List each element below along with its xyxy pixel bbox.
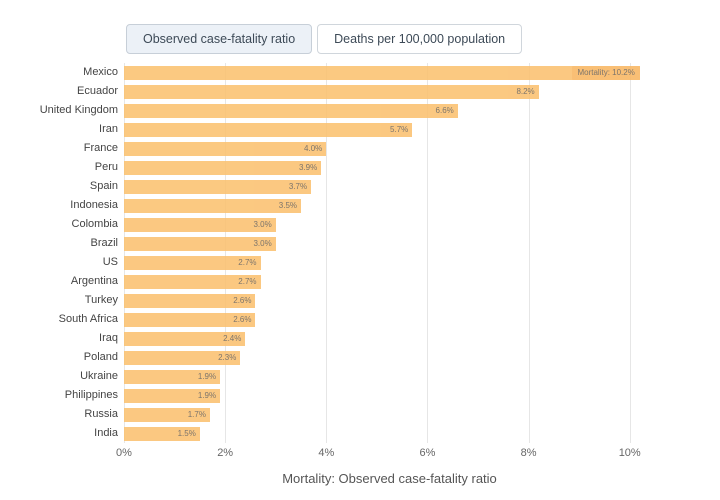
chart-toggle-group: Observed case-fatality ratio Deaths per … xyxy=(126,24,523,54)
category-label-us: US xyxy=(102,256,118,268)
category-label-mexico: Mexico xyxy=(83,66,118,78)
category-label-indonesia: Indonesia xyxy=(70,199,118,211)
bar-mexico[interactable]: Mortality: 10.2% xyxy=(124,65,640,80)
bar-value-label: 3.7% xyxy=(288,182,308,191)
bar-value-label: 8.2% xyxy=(516,87,535,96)
category-label-united-kingdom: United Kingdom xyxy=(39,104,118,116)
gridline xyxy=(326,63,328,443)
bar-value-label: 2.6% xyxy=(233,296,252,305)
gridline xyxy=(427,63,429,443)
category-label-iraq: Iraq xyxy=(99,332,118,344)
bar-value-label: 2.7% xyxy=(238,277,257,286)
bar-value-label: 2.3% xyxy=(218,353,237,362)
category-label-spain: Spain xyxy=(89,180,118,192)
x-tick-label: 2% xyxy=(217,447,234,459)
category-label-india: India xyxy=(94,427,118,439)
gridline xyxy=(629,63,631,443)
gridline xyxy=(124,63,125,443)
category-label-peru: Peru xyxy=(94,161,118,173)
bar-us[interactable]: 2.7% xyxy=(124,255,261,270)
gridline xyxy=(528,63,530,443)
x-tick-label: 0% xyxy=(116,447,132,459)
category-label-russia: Russia xyxy=(84,408,118,420)
bar-philippines[interactable]: 1.9% xyxy=(124,388,221,403)
category-label-argentina: Argentina xyxy=(70,275,118,287)
category-label-philippines: Philippines xyxy=(64,389,118,401)
x-tick-label: 10% xyxy=(618,447,641,459)
bar-value-label: 3.9% xyxy=(298,163,318,172)
x-axis-ticks: 0% 2% 4% 6% 8% 10% xyxy=(116,447,655,463)
bar-value-label: 1.9% xyxy=(197,372,217,381)
bar-poland[interactable]: 2.3% xyxy=(124,350,241,365)
bar-peru[interactable]: 3.9% xyxy=(124,160,322,175)
bar-value-label: 2.4% xyxy=(223,334,242,343)
category-label-south-africa: South Africa xyxy=(58,313,118,325)
tab-observed-case-fatality-ratio[interactable]: Observed case-fatality ratio xyxy=(126,24,313,54)
bar-value-label: 1.7% xyxy=(187,410,206,419)
bar-iraq[interactable]: 2.4% xyxy=(124,331,246,346)
bar-iran[interactable]: 5.7% xyxy=(124,122,413,137)
x-tick-label: 6% xyxy=(419,447,436,459)
category-label-turkey: Turkey xyxy=(84,294,118,306)
bar-india[interactable]: 1.5% xyxy=(124,426,200,441)
x-tick-label: 4% xyxy=(318,447,335,459)
x-axis-title: Mortality: Observed case-fatality ratio xyxy=(282,471,497,486)
tab-deaths-per-100000-population[interactable]: Deaths per 100,000 population xyxy=(317,24,523,54)
bar-united-kingdom[interactable]: 6.6% xyxy=(124,103,458,118)
bar-turkey[interactable]: 2.6% xyxy=(124,293,256,308)
category-label-brazil: Brazil xyxy=(90,237,118,249)
category-label-iran: Iran xyxy=(99,123,118,135)
bar-value-label: 5.7% xyxy=(390,125,409,134)
category-label-colombia: Colombia xyxy=(71,218,118,230)
bar-value-label: 2.6% xyxy=(233,315,252,324)
plot-area: Mortality: 10.2% 8.2% 6.6% 5.7% 4.0% 3.9% 3.7%… xyxy=(124,63,655,443)
bar-value-label: Mortality: 10.2% xyxy=(572,65,640,80)
category-label-poland: Poland xyxy=(83,351,118,363)
x-tick-label: 8% xyxy=(520,447,537,459)
bar-value-label: 3.0% xyxy=(253,220,272,229)
bar-argentina[interactable]: 2.7% xyxy=(124,274,261,289)
y-axis-labels: Mexico Ecuador United Kingdom Iran France Per… xyxy=(0,63,118,443)
bar-value-label: 1.9% xyxy=(197,391,217,400)
category-label-france: France xyxy=(83,142,118,154)
bar-value-label: 2.7% xyxy=(238,258,257,267)
category-label-ecuador: Ecuador xyxy=(77,85,118,97)
bar-value-label: 4.0% xyxy=(304,144,323,153)
gridline xyxy=(225,63,227,443)
bar-spain[interactable]: 3.7% xyxy=(124,179,312,194)
bar-france[interactable]: 4.0% xyxy=(124,141,327,156)
bar-value-label: 3.0% xyxy=(253,239,272,248)
category-label-ukraine: Ukraine xyxy=(80,370,118,382)
bar-ecuador[interactable]: 8.2% xyxy=(124,84,539,99)
bar-brazil[interactable]: 3.0% xyxy=(124,236,276,251)
bar-value-label: 6.6% xyxy=(435,106,454,115)
bar-colombia[interactable]: 3.0% xyxy=(124,217,276,232)
bar-russia[interactable]: 1.7% xyxy=(124,407,210,422)
bar-value-label: 3.5% xyxy=(278,201,297,210)
bar-indonesia[interactable]: 3.5% xyxy=(124,198,301,213)
bar-south-africa[interactable]: 2.6% xyxy=(124,312,256,327)
bar-ukraine[interactable]: 1.9% xyxy=(124,369,221,384)
bar-value-label: 1.5% xyxy=(177,429,196,438)
